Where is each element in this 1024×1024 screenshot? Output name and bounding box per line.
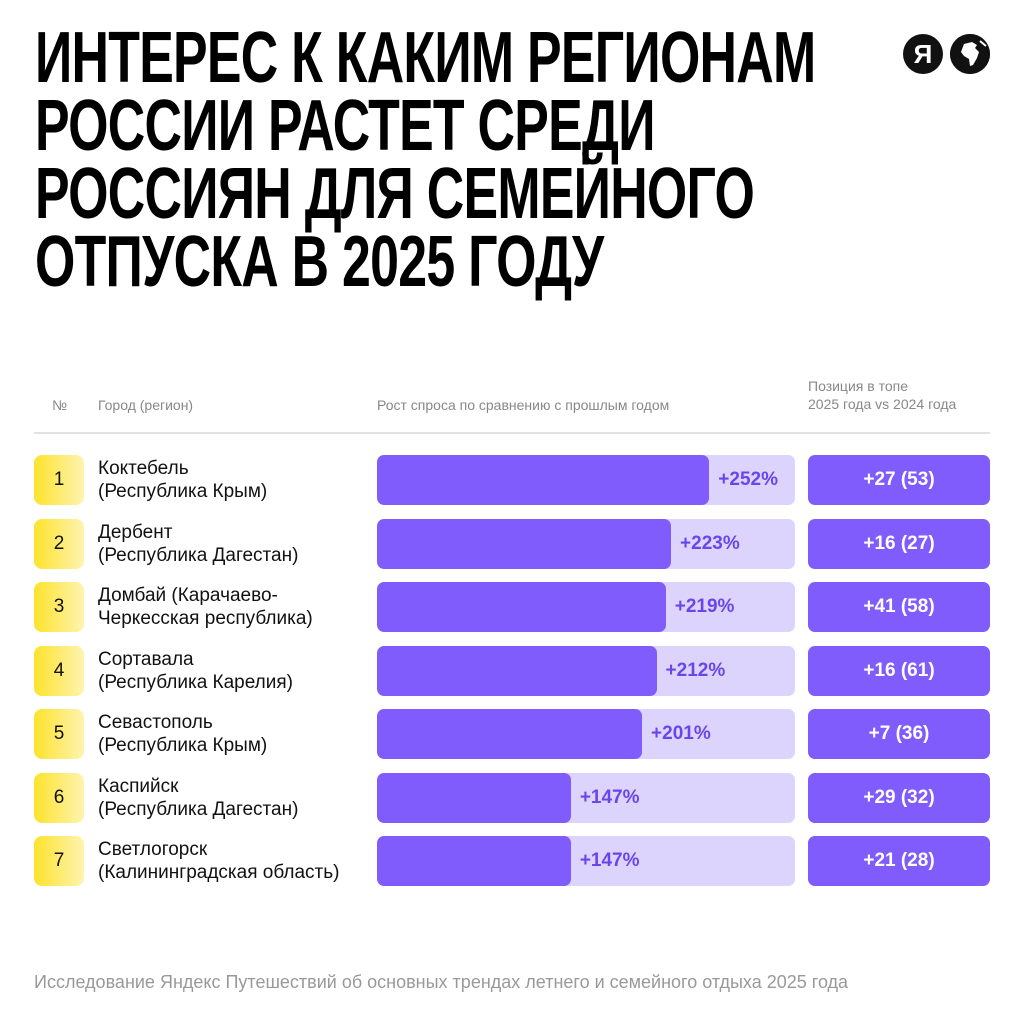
header-position: Позиция в топе 2025 года vs 2024 года — [808, 377, 956, 413]
region-name: Черкесская республика) — [98, 608, 313, 629]
growth-label: +201% — [651, 723, 711, 744]
city-name: Светлогорск — [98, 839, 208, 860]
position-change: +27 (53) — [808, 455, 990, 505]
growth-label: +252% — [718, 469, 778, 490]
city-name: Дербент — [98, 521, 173, 543]
growth-bar-track: +147% — [377, 772, 795, 823]
position-change: +7 (36) — [808, 709, 990, 759]
position-change: +21 (28) — [808, 836, 990, 886]
rank-badge: 5 — [34, 709, 84, 759]
table-row: 4 Сортавала (Республика Карелия) +212% +1… — [0, 645, 1024, 696]
title-line: ИНТЕРЕС К КАКИМ РЕГИОНАМ — [35, 18, 816, 98]
growth-bar — [377, 709, 643, 759]
region-name: (Республика Крым) — [98, 735, 268, 756]
region-name: (Калининградская область) — [98, 862, 340, 883]
footer-source: Исследование Яндекс Путешествий об основ… — [34, 972, 849, 992]
table-row: 7 Светлогорск (Калининградская область) +… — [0, 836, 1024, 886]
city-name: Коктебель — [98, 458, 189, 479]
growth-label: +219% — [674, 596, 735, 617]
growth-bar — [377, 518, 672, 569]
table-row: 3 Домбай (Карачаево- Черкесская республик… — [0, 582, 1024, 632]
city-name: Домбай (Карачаево- — [98, 585, 278, 606]
city-label: Светлогорск (Калининградская область) — [98, 838, 339, 884]
growth-label: +147% — [579, 786, 640, 808]
growth-bar — [377, 645, 657, 696]
city-name: Сортавала — [98, 648, 194, 670]
growth-bar-track: +223% — [377, 518, 795, 569]
region-name: (Республика Карелия) — [98, 671, 293, 693]
growth-label: +223% — [680, 532, 740, 554]
growth-bar — [377, 582, 666, 632]
rank-badge: 7 — [34, 836, 84, 886]
city-label: Коктебель (Республика Крым) — [98, 457, 267, 503]
city-label: Сортавала (Республика Карелия) — [98, 648, 293, 694]
header-growth: Рост спроса по сравнению с прошлым годом — [377, 397, 670, 413]
header-num: № — [52, 397, 68, 413]
growth-label: +147% — [579, 850, 640, 871]
table-row: 6 Каспийск (Республика Дагестан) +147% +2… — [0, 772, 1024, 823]
region-name: (Республика Дагестан) — [98, 798, 299, 820]
growth-label: +212% — [665, 659, 726, 681]
growth-bar-track: +252% — [377, 455, 795, 505]
rank-badge: 2 — [34, 518, 84, 569]
table-row: 5 Севастополь (Республика Крым) +201% +7 … — [0, 709, 1024, 759]
rank-badge: 4 — [34, 645, 84, 696]
title-line: ОТПУСКА В 2025 ГОДУ — [35, 222, 604, 302]
growth-bar-track: +219% — [377, 582, 795, 632]
region-name: (Республика Крым) — [98, 481, 268, 502]
header-position-line: Позиция в топе — [808, 378, 908, 394]
growth-bar-track: +147% — [377, 836, 795, 886]
title-line: РОССИИ РАСТЕТ СРЕДИ — [35, 86, 655, 166]
table-row: 2 Дербент (Республика Дагестан) +223% +16… — [0, 518, 1024, 569]
city-label: Каспийск (Республика Дагестан) — [98, 775, 298, 821]
growth-bar-track: +212% — [377, 645, 795, 696]
position-change: +16 (27) — [808, 518, 990, 569]
region-name: (Республика Дагестан) — [98, 544, 299, 566]
header-position-line: 2025 года vs 2024 года — [808, 396, 957, 412]
city-name: Каспийск — [98, 775, 179, 797]
city-name: Севастополь — [98, 712, 213, 733]
city-label: Домбай (Карачаево- Черкесская республика) — [98, 584, 313, 630]
divider — [34, 432, 990, 434]
page-title: ИНТЕРЕС К КАКИМ РЕГИОНАМ РОССИИ РАСТЕТ С… — [35, 18, 827, 302]
growth-bar — [377, 836, 571, 886]
globe-icon — [950, 34, 990, 74]
position-change: +29 (32) — [808, 772, 990, 823]
city-label: Дербент (Республика Дагестан) — [98, 521, 298, 567]
growth-bar-track: +201% — [377, 709, 795, 759]
growth-bar — [377, 772, 571, 823]
rank-badge: 6 — [34, 772, 84, 823]
rank-badge: 3 — [34, 582, 84, 632]
city-label: Севастополь (Республика Крым) — [98, 711, 267, 757]
position-change: +41 (58) — [808, 582, 990, 632]
yandex-logo-icon: Я — [903, 34, 943, 74]
position-change: +16 (61) — [808, 645, 990, 696]
title-line: РОССИЯН ДЛЯ СЕМЕЙНОГО — [35, 154, 755, 234]
rank-badge: 1 — [34, 455, 84, 505]
header-city: Город (регион) — [98, 397, 194, 413]
table-row: 1 Коктебель (Республика Крым) +252% +27 (… — [0, 455, 1024, 505]
growth-bar — [377, 455, 710, 505]
